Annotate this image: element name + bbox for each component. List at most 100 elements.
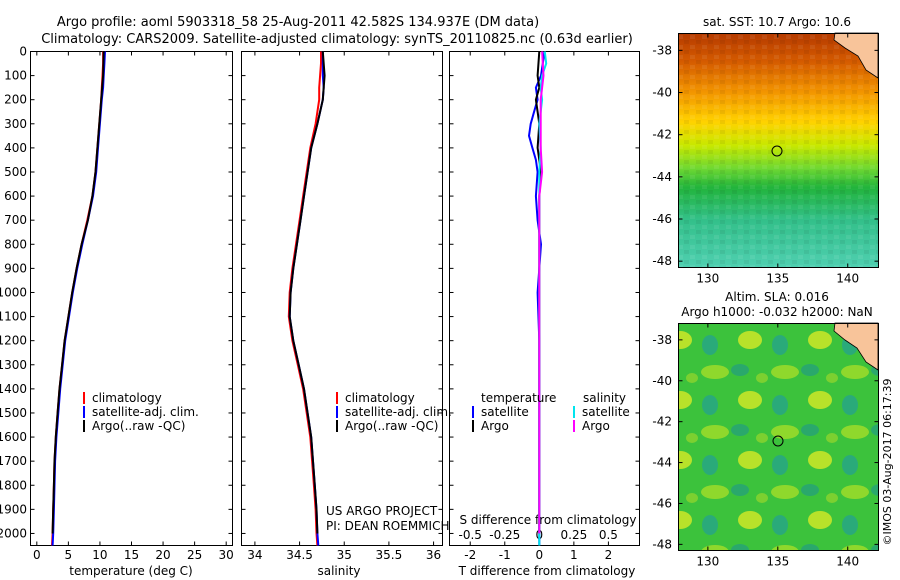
depth-tick-label: 1000 bbox=[0, 285, 27, 299]
depth-tick-label: 1900 bbox=[0, 502, 27, 516]
sst-argo-location-marker bbox=[771, 145, 783, 157]
x-tick-label: 1 bbox=[570, 548, 578, 562]
x-tick-label: 0 bbox=[535, 548, 543, 562]
map-x-tick-label: 135 bbox=[766, 272, 789, 286]
series-line-satellite-adj-clim bbox=[51, 51, 106, 546]
project-note: US ARGO PROJECT bbox=[326, 504, 438, 518]
depth-tick-label: 800 bbox=[4, 237, 27, 251]
legend-label-climatology: climatology bbox=[92, 391, 162, 405]
s-tick-label: 0.5 bbox=[599, 528, 618, 542]
sla-argo-location-marker bbox=[772, 435, 784, 447]
map-y-tick-label: -48 bbox=[652, 537, 672, 551]
sla-map-axes: -38 -40 -42 -44 -46 -48 130 135 140 bbox=[652, 323, 879, 569]
legend-label-argo: Argo(..raw -QC) bbox=[345, 419, 438, 433]
depth-tick-label: 1100 bbox=[0, 310, 27, 324]
map-y-tick-label: -38 bbox=[652, 333, 672, 347]
depth-tick-label: 1500 bbox=[0, 406, 27, 420]
depth-axis: 0 100 200 300 400 500 600 700 800 900 1000 1100 1200… bbox=[0, 45, 640, 540]
salinity-axis-label: salinity bbox=[317, 564, 360, 578]
map-y-tick-label: -42 bbox=[652, 415, 672, 429]
series-line-salinity-argo bbox=[538, 51, 545, 534]
x-tick-label: 34 bbox=[247, 548, 262, 562]
legend-label-sal-satellite: satellite bbox=[582, 405, 630, 419]
t-difference-axis-label: T difference from climatology bbox=[458, 564, 636, 578]
map-y-tick-label: -38 bbox=[652, 43, 672, 57]
temperature-legend: climatology satellite-adj. clim. Argo(..… bbox=[83, 391, 199, 433]
imos-watermark: ©IMOS 03-Aug-2017 06:17:39 bbox=[881, 379, 894, 546]
legend-label-argo: Argo(..raw -QC) bbox=[92, 419, 185, 433]
sla-map-title-line1: Altim. SLA: 0.016 bbox=[725, 290, 829, 304]
map-y-tick-label: -44 bbox=[652, 170, 672, 184]
series-line-satellite-adj-clim bbox=[288, 51, 325, 546]
legend-title-temperature: temperature bbox=[481, 391, 556, 405]
map-x-tick-label: 140 bbox=[836, 272, 859, 286]
depth-tick-label: 1400 bbox=[0, 382, 27, 396]
map-y-tick-label: -40 bbox=[652, 86, 672, 100]
map-x-tick-label: 130 bbox=[696, 555, 719, 569]
depth-tick-label: 200 bbox=[4, 93, 27, 107]
temperature-panel-frame bbox=[30, 51, 233, 546]
series-line-temperature-satellite bbox=[527, 51, 546, 546]
map-y-tick-label: -46 bbox=[652, 496, 672, 510]
pi-note: PI: DEAN ROEMMICH bbox=[326, 519, 449, 533]
depth-tick-label: 2000 bbox=[0, 526, 27, 540]
depth-tick-label: 1200 bbox=[0, 334, 27, 348]
map-x-tick-label: 130 bbox=[696, 272, 719, 286]
x-tick-label: 5 bbox=[65, 548, 73, 562]
legend-title-salinity: salinity bbox=[583, 391, 626, 405]
x-tick-label: 35.5 bbox=[376, 548, 403, 562]
x-tick-label: 30 bbox=[219, 548, 234, 562]
map-y-tick-label: -40 bbox=[652, 374, 672, 388]
map-y-tick-label: -46 bbox=[652, 212, 672, 226]
sst-map-frame bbox=[678, 33, 879, 268]
series-line-climatology bbox=[51, 51, 105, 546]
x-tick-label: 34.5 bbox=[286, 548, 313, 562]
depth-tick-label: 900 bbox=[4, 261, 27, 275]
difference-legend: temperature salinity satellite Argo sate… bbox=[472, 391, 630, 433]
legend-label-satellite: satellite-adj. clim. bbox=[345, 405, 452, 419]
salinity-panel-frame bbox=[241, 51, 443, 546]
legend-label-temp-satellite: satellite bbox=[481, 405, 529, 419]
map-y-tick-label: -44 bbox=[652, 456, 672, 470]
figure-title-line2: Climatology: CARS2009. Satellite-adjuste… bbox=[41, 32, 633, 47]
x-tick-label: 15 bbox=[124, 548, 139, 562]
x-tick-label: 10 bbox=[92, 548, 107, 562]
sst-map-axes: -38 -40 -42 -44 -46 -48 130 135 140 bbox=[652, 33, 879, 286]
sla-map: Altim. SLA: 0.016 Argo h1000: -0.032 h20… bbox=[652, 290, 879, 569]
map-y-tick-label: -48 bbox=[652, 254, 672, 268]
legend-label-sal-argo: Argo bbox=[582, 419, 610, 433]
sla-map-title-line2: Argo h1000: -0.032 h2000: NaN bbox=[681, 305, 873, 319]
depth-tick-label: 1800 bbox=[0, 478, 27, 492]
depth-tick-label: 1600 bbox=[0, 430, 27, 444]
depth-tick-label: 500 bbox=[4, 165, 27, 179]
figure-title-line1: Argo profile: aoml 5903318_58 25-Aug-201… bbox=[57, 15, 539, 30]
x-tick-label: 25 bbox=[187, 548, 202, 562]
map-y-tick-label: -42 bbox=[652, 128, 672, 142]
sst-map: sat. SST: 10.7 Argo: 10.6 -38 -40 -42 -44 -4… bbox=[652, 15, 879, 286]
s-tick-label: 0.25 bbox=[561, 528, 588, 542]
salinity-profile-lines bbox=[287, 51, 326, 546]
depth-tick-label: 0 bbox=[19, 45, 27, 59]
legend-label-satellite: satellite-adj. clim. bbox=[92, 405, 199, 419]
sla-map-frame bbox=[678, 323, 879, 551]
temperature-axis-label: temperature (deg C) bbox=[69, 564, 192, 578]
s-tick-label: -0.5 bbox=[459, 528, 482, 542]
x-tick-label: 2 bbox=[605, 548, 613, 562]
s-tick-label: -0.25 bbox=[489, 528, 520, 542]
depth-tick-label: 700 bbox=[4, 213, 27, 227]
x-tick-label: 35 bbox=[337, 548, 352, 562]
depth-tick-label: 1300 bbox=[0, 358, 27, 372]
map-x-tick-label: 140 bbox=[836, 555, 859, 569]
legend-label-temp-argo: Argo bbox=[481, 419, 509, 433]
x-tick-label: 0 bbox=[33, 548, 41, 562]
map-x-tick-label: 135 bbox=[766, 555, 789, 569]
legend-label-climatology: climatology bbox=[345, 391, 415, 405]
temperature-profile-lines bbox=[51, 51, 106, 546]
salinity-x-axis: 34 34.5 35 35.5 36 bbox=[247, 51, 441, 562]
difference-panel-frame bbox=[449, 51, 640, 546]
depth-tick-label: 600 bbox=[4, 189, 27, 203]
temperature-x-axis: 0 5 10 15 20 25 30 bbox=[33, 51, 234, 562]
salinity-legend: climatology satellite-adj. clim. Argo(..… bbox=[326, 391, 452, 533]
x-tick-label: -1 bbox=[499, 548, 511, 562]
